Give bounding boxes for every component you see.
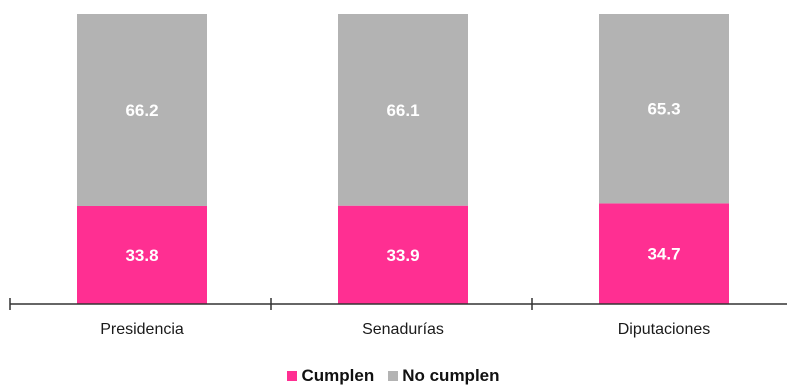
bar-no-cumplen-0 xyxy=(77,14,207,206)
bar-cumplen-2 xyxy=(599,203,729,304)
legend-swatch-cumplen xyxy=(287,371,298,381)
bar-no-cumplen-2 xyxy=(599,14,729,204)
legend-item-no-cumplen: No cumplen xyxy=(388,366,500,386)
bar-cumplen-1 xyxy=(338,205,468,304)
data-label-cumplen-0: 33.8 xyxy=(125,246,158,265)
legend-item-cumplen: Cumplen xyxy=(287,366,374,386)
data-label-cumplen-2: 34.7 xyxy=(647,245,680,264)
data-label-no-cumplen-1: 66.1 xyxy=(386,101,419,120)
legend: Cumplen No cumplen xyxy=(0,366,787,386)
legend-label-cumplen: Cumplen xyxy=(301,366,375,385)
data-label-no-cumplen-2: 65.3 xyxy=(647,100,680,119)
bar-cumplen-0 xyxy=(77,205,207,304)
category-label-1: Senadurías xyxy=(362,321,444,338)
chart-plot: 33.8 66.2 Presidencia 33.9 66.1 Senadurías 34.… xyxy=(9,14,787,338)
legend-swatch-no-cumplen xyxy=(388,371,399,381)
category-label-0: Presidencia xyxy=(100,321,184,338)
bar-no-cumplen-1 xyxy=(338,14,468,206)
data-label-no-cumplen-0: 66.2 xyxy=(125,101,158,120)
legend-label-no-cumplen: No cumplen xyxy=(402,366,500,385)
category-label-2: Diputaciones xyxy=(618,321,711,338)
data-label-cumplen-1: 33.9 xyxy=(386,246,419,265)
